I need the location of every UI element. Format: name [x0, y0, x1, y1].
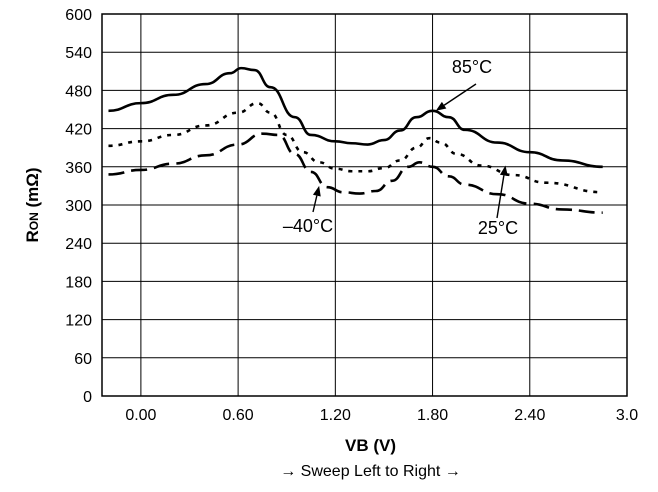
y-tick-label: 0 [83, 389, 92, 406]
sweep-direction-note: → Sweep Left to Right → [280, 463, 461, 480]
series-line-0 [108, 66, 603, 169]
y-tick-label: 120 [65, 313, 92, 330]
y-tick-label: 180 [65, 274, 92, 291]
series-lines [108, 66, 603, 214]
y-axis-title-text: RON (mΩ) [23, 167, 42, 242]
grid-lines [102, 13, 628, 397]
x-axis-tick-labels: 0.00 0.60 1.20 1.80 2.40 3.0 [125, 407, 638, 424]
y-tick-label: 480 [65, 83, 92, 100]
y-axis-title-unit: (mΩ) [23, 167, 42, 212]
annotation-arrow-line [312, 195, 318, 213]
annotation-arrowhead [435, 101, 447, 111]
x-tick-label: 1.20 [320, 407, 351, 424]
x-axis-title: VB (V) [345, 436, 396, 455]
y-axis-tick-labels: 0 60 120 180 240 300 360 420 480 540 600 [65, 7, 92, 406]
x-tick-label: 0.60 [223, 407, 254, 424]
x-tick-label: 0.00 [125, 407, 156, 424]
y-axis-title-main: R [23, 230, 42, 242]
y-tick-label: 420 [65, 122, 92, 139]
annotation-arrowhead [312, 185, 321, 197]
y-tick-label: 360 [65, 160, 92, 177]
y-axis-title: RON (mΩ) [23, 167, 42, 242]
annotation-label: 85°C [452, 57, 492, 77]
x-tick-label: 3.0 [616, 407, 638, 424]
x-tick-label: 1.80 [417, 407, 448, 424]
annotation-arrowhead [499, 165, 508, 177]
x-tick-label: 2.40 [514, 407, 545, 424]
series-annotations: 85°C 25°C –40°C [283, 57, 518, 238]
series-line-2 [108, 132, 603, 214]
y-tick-label: 300 [65, 198, 92, 215]
y-axis-title-subscript: ON [27, 212, 41, 230]
annotation-label: 25°C [478, 218, 518, 238]
y-tick-label: 540 [65, 45, 92, 62]
y-tick-label: 600 [65, 7, 92, 24]
series-line-1 [108, 101, 603, 194]
y-tick-label: 60 [74, 351, 92, 368]
plot-area-frame [101, 13, 628, 397]
y-tick-label: 240 [65, 236, 92, 253]
annotation-arrow-line [496, 175, 505, 219]
annotation-label: –40°C [283, 216, 333, 236]
annotation-arrow-line [443, 83, 477, 106]
